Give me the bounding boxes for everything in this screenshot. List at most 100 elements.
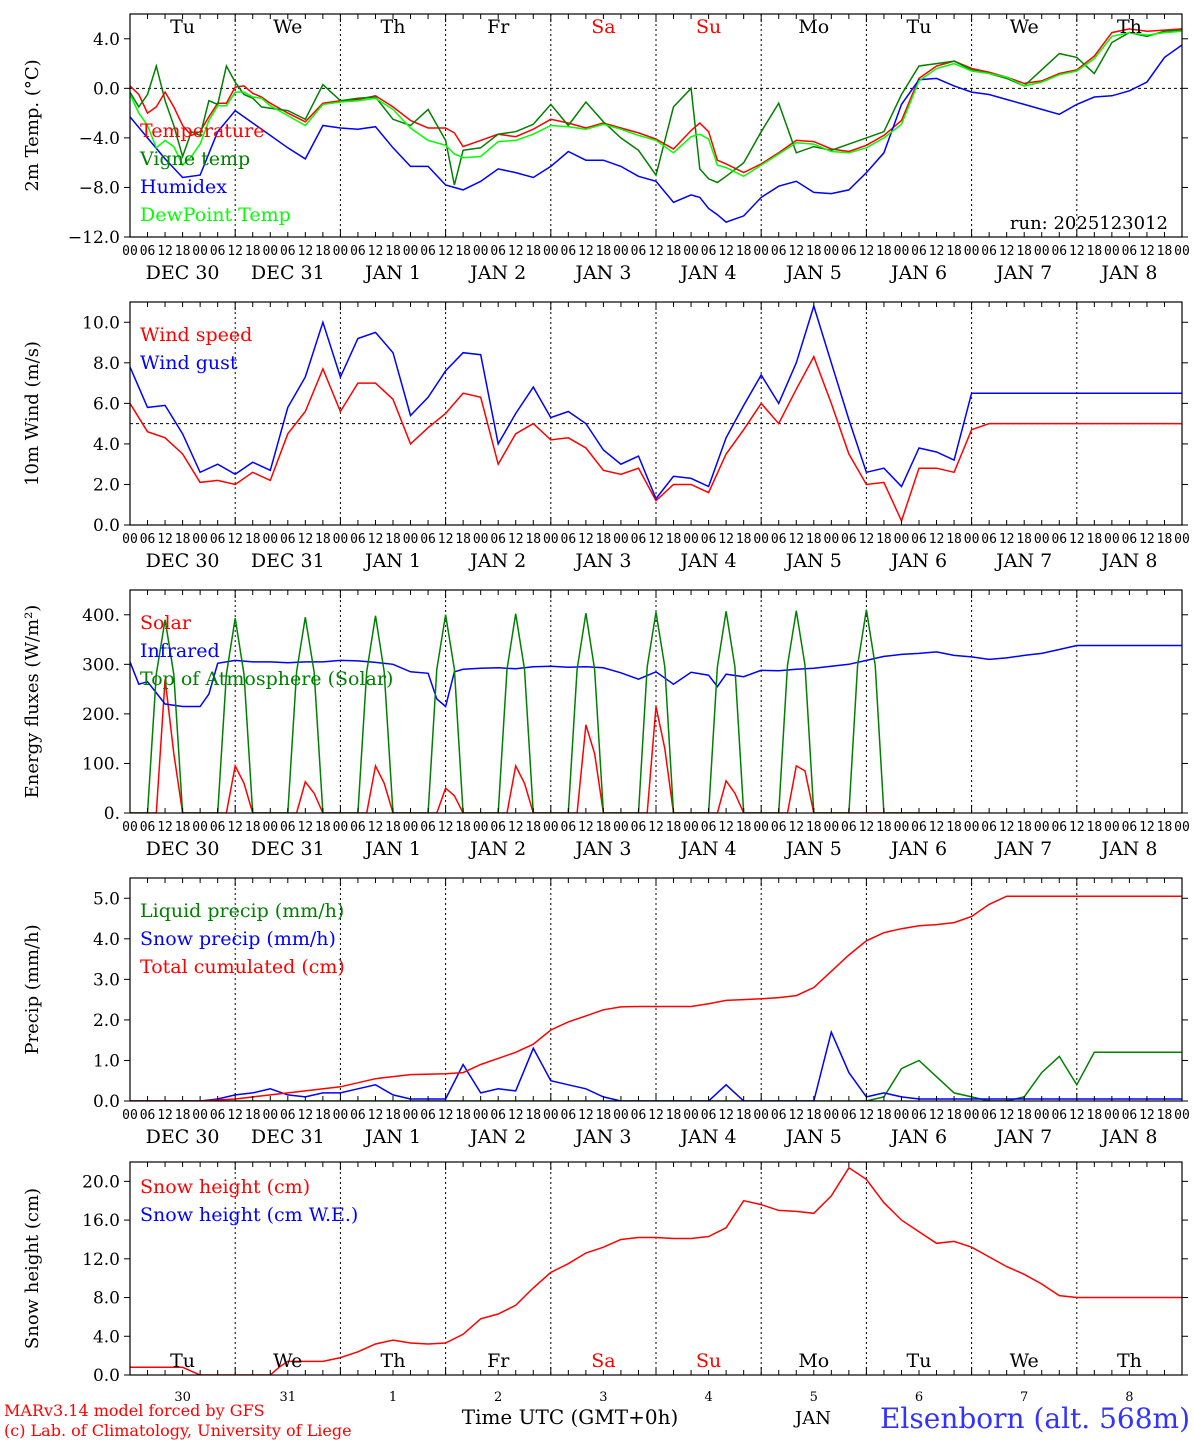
x-hour-label: 18	[1157, 532, 1173, 547]
y-tick-label: 4.0	[93, 435, 120, 455]
x-hour-label: 12	[859, 1108, 875, 1123]
x-hour-label: 00	[824, 244, 840, 259]
x-hour-label: 06	[140, 820, 156, 835]
weekday-label: Tu	[907, 1350, 932, 1372]
x-hour-label: 00	[122, 244, 138, 259]
x-hour-label: 00	[333, 820, 349, 835]
x-hour-label: 18	[525, 244, 541, 259]
x-hour-label: 12	[298, 820, 314, 835]
x-hour-label: 18	[245, 1108, 261, 1123]
x-hour-label: 12	[227, 532, 243, 547]
x-hour-label: 06	[701, 532, 717, 547]
x-hour-label: 18	[736, 244, 752, 259]
day-number-label: 7	[1020, 1390, 1028, 1405]
x-hour-label: 18	[736, 532, 752, 547]
weekday-label: We	[1010, 1350, 1039, 1372]
x-hour-label: 06	[420, 1108, 436, 1123]
legend-entry: Total cumulated (cm)	[140, 956, 345, 978]
x-hour-label: 12	[788, 820, 804, 835]
y-tick-label: 12.0	[82, 1250, 120, 1270]
x-hour-label: 00	[1174, 244, 1190, 259]
series-line-red	[130, 679, 955, 813]
x-hour-label: 00	[122, 820, 138, 835]
x-hour-label: 06	[420, 244, 436, 259]
x-hour-label: 00	[1174, 820, 1190, 835]
weekday-label: Tu	[170, 1350, 195, 1372]
x-hour-label: 12	[718, 1108, 734, 1123]
x-hour-label: 06	[771, 532, 787, 547]
x-hour-label: 12	[648, 532, 664, 547]
y-tick-label: −12.0	[68, 228, 120, 248]
x-date-label: JAN 3	[573, 1126, 631, 1148]
weekday-label: Tu	[170, 16, 195, 38]
x-hour-label: 18	[1087, 532, 1103, 547]
x-hour-label: 06	[631, 532, 647, 547]
x-hour-label: 00	[333, 244, 349, 259]
legend-entry: Solar	[140, 612, 192, 634]
x-date-label: DEC 30	[146, 262, 220, 284]
x-hour-label: 18	[525, 820, 541, 835]
weekday-label: Sa	[591, 1350, 615, 1372]
x-date-label: JAN 1	[363, 838, 421, 860]
x-hour-label: 00	[683, 820, 699, 835]
y-tick-label: 0.	[104, 804, 120, 824]
x-hour-label: 00	[122, 532, 138, 547]
x-hour-label: 00	[964, 532, 980, 547]
x-date-label: JAN 4	[679, 1126, 737, 1148]
x-hour-label: 12	[578, 244, 594, 259]
x-hour-label: 06	[490, 820, 506, 835]
x-hour-label: 06	[1051, 1108, 1067, 1123]
y-tick-label: 0.0	[93, 1092, 120, 1112]
x-hour-label: 18	[946, 820, 962, 835]
run-annotation: run: 2025123012	[1010, 213, 1168, 234]
weekday-label: Su	[696, 1350, 721, 1372]
y-tick-label: 2.0	[93, 1011, 120, 1031]
x-hour-label: 18	[876, 532, 892, 547]
x-hour-label: 06	[210, 820, 226, 835]
x-hour-label: 06	[1051, 820, 1067, 835]
x-hour-label: 12	[929, 820, 945, 835]
x-date-label: JAN 4	[679, 550, 737, 572]
x-hour-label: 12	[227, 244, 243, 259]
footer-month-label: JAN	[793, 1408, 831, 1429]
x-hour-label: 00	[403, 244, 419, 259]
x-hour-label: 18	[1016, 532, 1032, 547]
y-tick-label: 300.	[82, 655, 120, 675]
x-hour-label: 00	[1104, 244, 1120, 259]
x-hour-label: 06	[1051, 532, 1067, 547]
x-hour-label: 18	[245, 532, 261, 547]
x-date-label: JAN 7	[994, 550, 1052, 572]
y-axis-label: 2m Temp. (°C)	[22, 59, 43, 191]
x-hour-label: 12	[157, 244, 173, 259]
x-hour-label: 06	[1122, 244, 1138, 259]
x-date-label: JAN 2	[468, 262, 526, 284]
x-hour-label: 12	[438, 1108, 454, 1123]
x-date-label: JAN 7	[994, 262, 1052, 284]
x-hour-label: 12	[718, 532, 734, 547]
weekday-label: Th	[1117, 16, 1142, 38]
x-hour-label: 00	[1034, 1108, 1050, 1123]
x-hour-label: 18	[666, 532, 682, 547]
weekday-label: Fr	[487, 16, 510, 38]
day-number-label: 30	[174, 1390, 191, 1405]
x-date-label: JAN 6	[889, 838, 947, 860]
legend-entry: Snow height (cm W.E.)	[140, 1204, 358, 1226]
x-hour-label: 12	[1069, 532, 1085, 547]
y-tick-label: 0.0	[93, 79, 120, 99]
weekday-label: Su	[696, 16, 721, 38]
x-hour-label: 12	[578, 532, 594, 547]
x-hour-label: 00	[964, 820, 980, 835]
x-hour-label: 00	[613, 244, 629, 259]
x-hour-label: 12	[508, 820, 524, 835]
y-axis-label: 10m Wind (m/s)	[22, 341, 43, 486]
x-hour-label: 00	[333, 532, 349, 547]
legend-entry: Snow precip (mm/h)	[140, 928, 336, 950]
x-hour-label: 12	[859, 532, 875, 547]
legend-entry: Infrared	[140, 640, 220, 662]
x-hour-label: 00	[192, 532, 208, 547]
x-date-label: JAN 2	[468, 550, 526, 572]
x-hour-label: 18	[175, 820, 191, 835]
x-hour-label: 00	[894, 532, 910, 547]
series-line-blue	[130, 1029, 1182, 1101]
day-number-label: 31	[280, 1390, 297, 1405]
